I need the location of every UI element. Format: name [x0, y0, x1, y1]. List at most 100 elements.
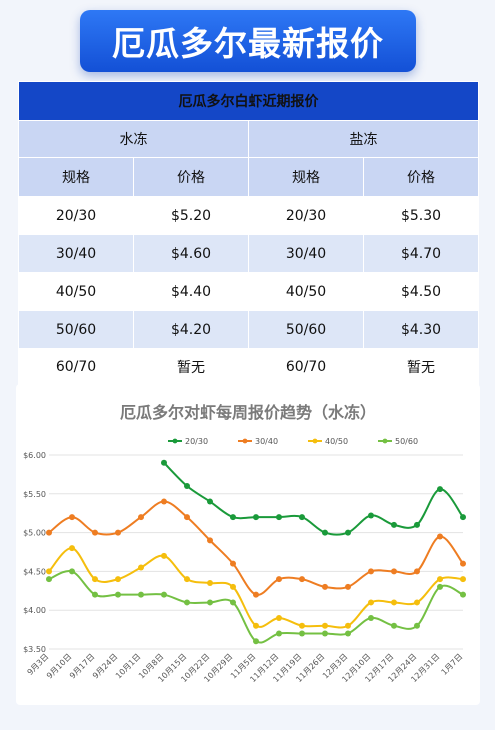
data-point	[368, 614, 374, 621]
data-point	[368, 568, 374, 575]
data-point	[115, 529, 121, 536]
data-point	[46, 568, 52, 575]
data-point	[437, 583, 443, 590]
cell-price: $4.20	[133, 310, 249, 349]
data-point	[253, 638, 259, 645]
data-point	[69, 545, 75, 552]
data-point	[253, 591, 259, 598]
legend-label: 20/30	[185, 437, 208, 446]
legend-marker	[312, 438, 318, 444]
data-point	[345, 630, 351, 637]
data-point	[460, 591, 466, 598]
data-point	[92, 591, 98, 598]
data-point	[253, 514, 259, 521]
table-row: 40/50 $4.40 40/50 $4.50	[18, 272, 479, 311]
data-point	[322, 630, 328, 637]
data-point	[161, 498, 167, 505]
data-point	[92, 529, 98, 536]
data-point	[299, 514, 305, 521]
header-price: 价格	[363, 157, 479, 197]
data-point	[115, 591, 121, 598]
data-point	[138, 514, 144, 521]
data-point	[161, 591, 167, 598]
data-point	[230, 583, 236, 590]
data-point	[230, 599, 236, 606]
data-point	[460, 514, 466, 521]
series-line	[48, 547, 464, 629]
cell-price: $5.30	[363, 196, 479, 235]
data-point	[207, 498, 213, 505]
cell-price: $4.40	[133, 272, 249, 311]
data-point	[69, 514, 75, 521]
data-point	[69, 568, 75, 575]
table-header-row: 规格 价格 规格 价格	[18, 157, 479, 197]
table-title-row: 厄瓜多尔白虾近期报价	[18, 81, 479, 121]
cell-spec: 60/70	[248, 348, 364, 386]
data-point	[414, 622, 420, 629]
data-point	[414, 599, 420, 606]
data-point	[391, 521, 397, 528]
data-point	[138, 564, 144, 571]
data-point	[322, 583, 328, 590]
data-point	[184, 514, 190, 521]
legend-label: 30/40	[255, 437, 278, 446]
data-point	[207, 580, 213, 587]
cell-price: $4.50	[363, 272, 479, 311]
data-point	[368, 599, 374, 606]
data-point	[414, 568, 420, 575]
cell-spec: 50/60	[18, 310, 134, 349]
cell-spec: 20/30	[18, 196, 134, 235]
data-point	[345, 583, 351, 590]
data-point	[276, 614, 282, 621]
table-row: 60/70 暂无 60/70 暂无	[18, 348, 479, 386]
legend-marker	[242, 438, 248, 444]
chart-card: 厄瓜多尔对虾每周报价趋势（水冻） 20/30 30/40 40/50 50/60 $3…	[16, 384, 480, 705]
data-point	[161, 459, 167, 466]
data-point	[184, 483, 190, 490]
series-50-60	[46, 568, 466, 645]
legend-marker	[382, 438, 388, 444]
data-point	[460, 576, 466, 583]
cell-price: $5.20	[133, 196, 249, 235]
data-point	[437, 533, 443, 540]
cell-price: 暂无	[363, 348, 479, 386]
data-point	[161, 552, 167, 559]
group-salt-frozen: 盐冻	[248, 120, 479, 158]
data-point	[391, 599, 397, 606]
group-water-frozen: 水冻	[18, 120, 249, 158]
cell-price: $4.70	[363, 234, 479, 273]
y-tick-label: $6.00	[23, 451, 46, 460]
cell-price: 暂无	[133, 348, 249, 386]
y-tick-label: $5.00	[23, 529, 46, 538]
data-point	[322, 529, 328, 536]
data-point	[414, 521, 420, 528]
data-point	[299, 576, 305, 583]
y-tick-label: $5.50	[23, 490, 46, 499]
data-point	[299, 630, 305, 637]
cell-spec: 20/30	[248, 196, 364, 235]
data-point	[46, 529, 52, 536]
data-point	[46, 576, 52, 583]
cell-spec: 30/40	[248, 234, 364, 273]
data-point	[276, 630, 282, 637]
trend-chart: 厄瓜多尔对虾每周报价趋势（水冻） 20/30 30/40 40/50 50/60 $3…	[23, 403, 466, 684]
data-point	[276, 514, 282, 521]
cell-price: $4.60	[133, 234, 249, 273]
header-price: 价格	[133, 157, 249, 197]
table-group-row: 水冻 盐冻	[18, 120, 479, 158]
cell-spec: 40/50	[248, 272, 364, 311]
data-point	[230, 560, 236, 567]
price-table: 厄瓜多尔白虾近期报价 水冻 盐冻 规格 价格 规格 价格 20/30 $5.20…	[18, 81, 479, 386]
series-40-50	[46, 545, 466, 629]
data-point	[368, 512, 374, 519]
cell-spec: 60/70	[18, 348, 134, 386]
legend-marker	[172, 438, 178, 444]
cell-spec: 30/40	[18, 234, 134, 273]
cell-spec: 50/60	[248, 310, 364, 349]
data-point	[391, 622, 397, 629]
data-point	[276, 576, 282, 583]
header-spec: 规格	[248, 157, 364, 197]
series-30-40	[46, 498, 466, 598]
data-point	[460, 560, 466, 567]
x-tick-label: 1月7日	[440, 652, 465, 677]
